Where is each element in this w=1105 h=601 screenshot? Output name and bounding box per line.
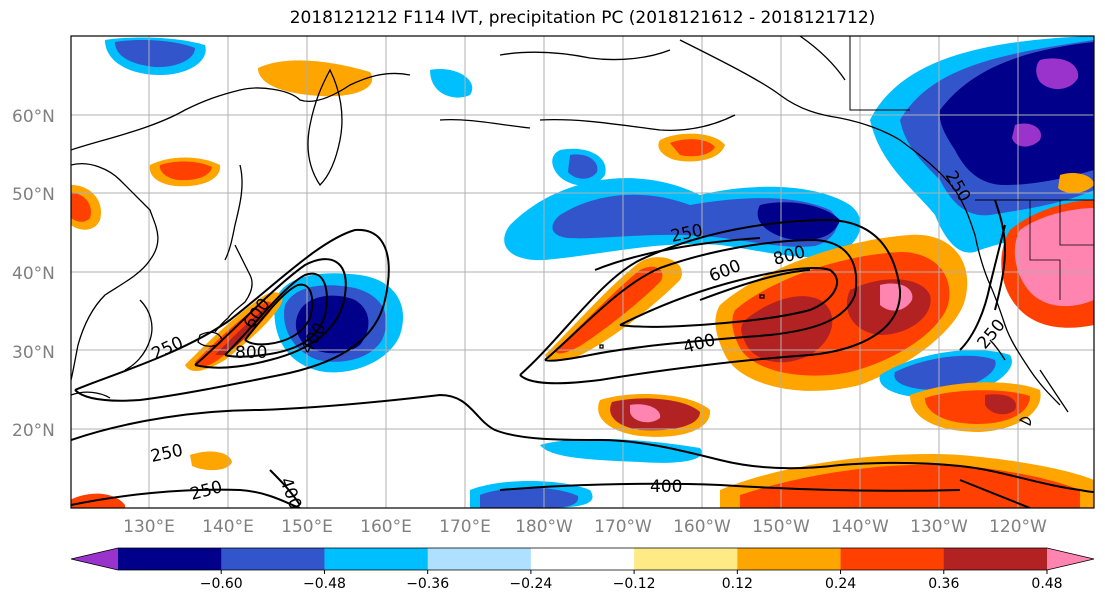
lon-label: 160°E xyxy=(360,517,412,537)
lon-label: 140°E xyxy=(202,517,254,537)
colorbar-segment xyxy=(530,548,635,570)
lon-label: 140°W xyxy=(831,517,889,537)
colorbar-segment xyxy=(943,548,1048,570)
map-border xyxy=(70,35,1095,509)
colorbar-tick-label: −0.60 xyxy=(200,576,243,592)
precip-positive-subtropical xyxy=(598,382,1041,437)
lon-label: 150°W xyxy=(752,517,810,537)
colorbar-tick-label: −0.24 xyxy=(509,576,552,592)
colorbar-tick-label: −0.12 xyxy=(613,576,656,592)
contour-label-800-left: 800 xyxy=(235,343,267,363)
colorbar-outline xyxy=(70,547,1095,571)
map-content: 250 600 800 400 250 600 800 400 250 250 … xyxy=(71,36,1094,508)
lon-label: 120°W xyxy=(989,517,1047,537)
colorbar-tick-label: 0.12 xyxy=(722,576,753,592)
coastlines xyxy=(71,36,1094,426)
longitude-labels: 130°E 140°E 150°E 160°E 170°E 180°W 170°W 160°W… xyxy=(123,517,1047,537)
colorbar-segment xyxy=(324,548,429,570)
lon-label: 130°E xyxy=(123,517,175,537)
colorbar-tick-label: −0.48 xyxy=(303,576,346,592)
colorbar-tick-label: −0.36 xyxy=(406,576,449,592)
colorbar-tick-label: 0.48 xyxy=(1031,576,1062,592)
lat-label-20n: 20°N xyxy=(12,421,55,441)
precip-small-features xyxy=(71,37,1094,508)
colorbar-segment xyxy=(221,548,325,570)
precip-positive-midpacific xyxy=(545,257,682,362)
lon-label: 170°W xyxy=(594,517,652,537)
lat-label-60n: 60°N xyxy=(12,107,55,127)
colorbar-tick-label: 0.24 xyxy=(825,576,856,592)
ivt-contours xyxy=(71,199,1094,508)
lon-label: 180°W xyxy=(515,517,573,537)
colorbar-extend-min xyxy=(71,548,118,570)
latitude-labels: 60°N 50°N 40°N 30°N 20°N xyxy=(12,107,55,441)
colorbar: −0.60 −0.48 −0.36 −0.24 −0.12 0.12 0.24 0.36 0.4… xyxy=(70,547,1095,592)
colorbar-segment xyxy=(427,548,532,570)
lon-label: 130°W xyxy=(910,517,968,537)
colorbar-segment xyxy=(118,548,222,570)
lon-label: 150°E xyxy=(281,517,333,537)
precip-positive-california xyxy=(1001,200,1094,328)
lat-label-40n: 40°N xyxy=(12,264,55,284)
lon-label: 170°E xyxy=(439,517,491,537)
colorbar-extend-max xyxy=(1047,548,1094,570)
contour-label-400-south-a: 400 xyxy=(650,477,682,497)
precip-negative-tropical xyxy=(470,438,702,508)
colorbar-segment xyxy=(840,548,945,570)
lon-label: 160°W xyxy=(673,517,731,537)
colorbar-segment xyxy=(737,548,842,570)
colorbar-tick-label: 0.36 xyxy=(928,576,959,592)
map-title: 2018121212 F114 IVT, precipitation PC (2… xyxy=(289,8,876,28)
lat-label-30n: 30°N xyxy=(12,343,55,363)
precip-negative-alaska xyxy=(870,36,1094,253)
lat-label-50n: 50°N xyxy=(12,185,55,205)
colorbar-segment xyxy=(634,548,738,570)
